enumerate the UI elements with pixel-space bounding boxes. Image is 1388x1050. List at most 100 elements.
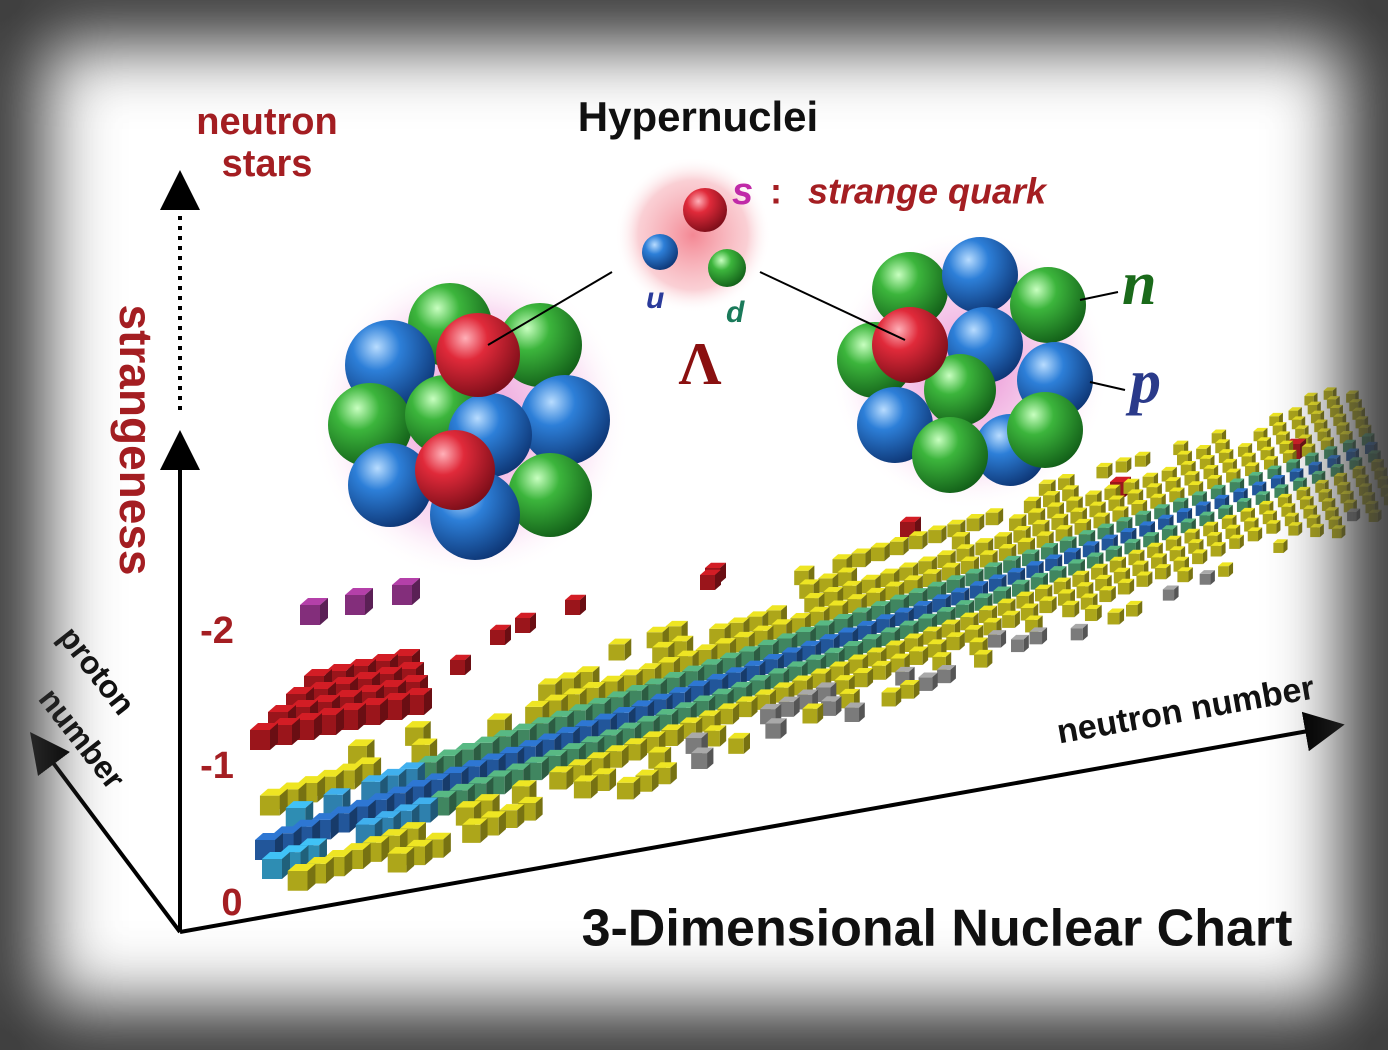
cube-face xyxy=(1155,568,1166,579)
nuclide-cube xyxy=(1163,585,1179,600)
nuclide-cube xyxy=(909,531,928,549)
neutron-sphere xyxy=(912,417,988,493)
cube-face xyxy=(1029,632,1042,645)
nuclide-cube xyxy=(1108,609,1125,625)
nuclide-cube xyxy=(1229,535,1244,549)
cube-face xyxy=(1369,513,1378,522)
nuclide-cube xyxy=(890,537,909,555)
cube-face xyxy=(1108,613,1120,625)
cube-face xyxy=(1310,527,1320,537)
cube-face xyxy=(853,673,867,687)
nuclide-cube xyxy=(1273,539,1287,553)
nuclide-cube xyxy=(565,595,586,615)
cube-face xyxy=(450,660,465,675)
nuclide-cube xyxy=(1218,562,1233,576)
cube-face xyxy=(1211,546,1222,557)
cube-face xyxy=(871,547,885,561)
cube-face xyxy=(691,753,707,769)
nuclide-cube xyxy=(1085,605,1102,621)
cube-face xyxy=(1096,467,1107,478)
nucleon-symbol: n xyxy=(1122,250,1156,318)
nuclide-cube xyxy=(450,655,471,675)
nuclide-cube xyxy=(700,570,721,590)
nuclide-cube xyxy=(1099,586,1116,602)
nuclide-cube xyxy=(1002,611,1020,628)
cube-face xyxy=(1118,583,1130,595)
cube-face xyxy=(728,738,744,754)
cube-face xyxy=(1200,574,1211,585)
cube-face xyxy=(1126,605,1138,617)
cube-face xyxy=(1136,575,1147,586)
cube-face xyxy=(1163,589,1174,600)
cube-face xyxy=(1229,538,1239,548)
diagram: neutron stars Hypernuclei s : strange qu… xyxy=(0,0,1388,1050)
particle-symbol: Λ xyxy=(678,331,721,397)
nuclide-cube xyxy=(1288,522,1302,535)
nuclide-cube xyxy=(1211,542,1226,556)
nuclide-cube xyxy=(900,680,919,699)
cube-face xyxy=(388,854,407,873)
nuclide-cube xyxy=(1310,524,1324,537)
cube-face xyxy=(1085,609,1097,621)
nuclide-cube xyxy=(1029,627,1047,644)
cube-face xyxy=(845,708,859,722)
cube-face xyxy=(462,825,480,843)
d-quark xyxy=(708,249,746,287)
nuclide-cube xyxy=(937,665,956,683)
nuclide-cube xyxy=(946,632,965,650)
nuclide-cube xyxy=(845,703,865,722)
lambda-sphere xyxy=(872,307,948,383)
cube-face xyxy=(852,553,866,567)
nuclide-cube xyxy=(1135,452,1150,467)
axis-label: strangeness xyxy=(110,304,162,575)
nuclide-cube xyxy=(736,696,757,717)
nuclide-cube xyxy=(515,613,536,633)
nuclide-cube xyxy=(345,588,373,615)
neutron-sphere xyxy=(1010,267,1086,343)
cube-face xyxy=(802,709,817,724)
cube-face xyxy=(1002,615,1015,628)
nuclide-cube xyxy=(1071,624,1088,640)
caption: 3-Dimensional Nuclear Chart xyxy=(582,900,1293,958)
cube-face xyxy=(1332,529,1342,539)
s-quark xyxy=(683,188,727,232)
cube-face xyxy=(549,772,566,789)
nuclide-cube xyxy=(728,733,750,754)
cube-face xyxy=(765,724,780,739)
nuclide-cube xyxy=(1192,549,1207,564)
level-label: -1 xyxy=(200,745,234,787)
nuclide-cube xyxy=(802,704,823,724)
cube-face xyxy=(700,575,715,590)
cube-face xyxy=(986,513,999,526)
lambda-sphere xyxy=(415,430,495,510)
cube-face xyxy=(608,644,624,660)
nuclide-cube xyxy=(821,696,841,716)
nuclide-cube xyxy=(1248,527,1262,541)
nuclide-cube xyxy=(853,668,873,687)
cube-face xyxy=(1062,605,1074,617)
nuclide-cube xyxy=(691,748,713,769)
cube-face xyxy=(1192,553,1203,564)
cube-face xyxy=(821,701,836,716)
corner-label: stars xyxy=(222,143,313,185)
cube-face xyxy=(974,655,987,668)
nuclide-cube xyxy=(986,508,1004,525)
cube-face xyxy=(300,605,320,625)
lambda-sphere xyxy=(436,313,520,397)
nuclide-cube xyxy=(1200,570,1215,585)
cube-face xyxy=(946,637,959,650)
proton-sphere xyxy=(942,237,1018,313)
nuclide-cube xyxy=(392,578,420,605)
nuclide-cube xyxy=(1096,463,1112,478)
nuclide-cube xyxy=(928,525,946,543)
nuclide-cube xyxy=(262,852,290,879)
nuclide-cube xyxy=(1126,601,1142,617)
page: neutron stars Hypernuclei s : strange qu… xyxy=(0,0,1388,1050)
cube-face xyxy=(900,685,914,699)
nucleon-symbol: p xyxy=(1125,348,1161,416)
u-quark xyxy=(642,234,678,270)
nuclide-cube xyxy=(1155,564,1171,579)
nuclide-cube xyxy=(549,766,573,789)
axis-label: neutron number xyxy=(1054,669,1317,752)
nuclide-cube xyxy=(1347,509,1360,522)
